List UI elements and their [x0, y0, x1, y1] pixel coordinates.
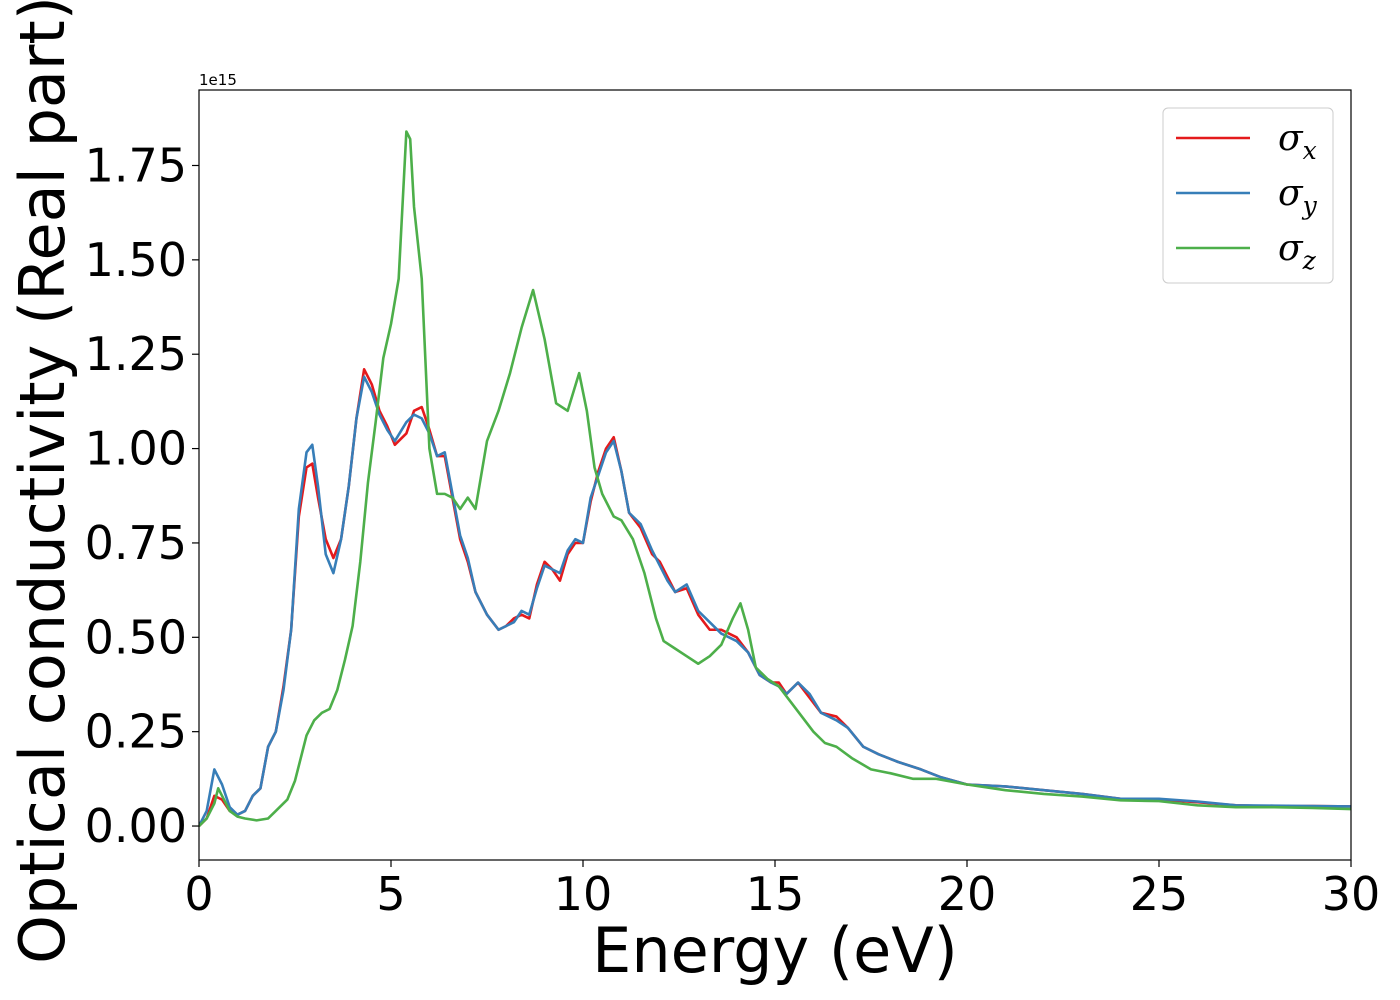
y-tick-label: 0.00 [85, 799, 187, 853]
series-layer [199, 130, 1351, 827]
legend-box [1162, 107, 1334, 284]
y-tick-label: 1.00 [85, 422, 187, 476]
y-tick-label: 0.25 [85, 705, 187, 759]
legend: σx σy σz [1162, 107, 1334, 284]
y-tick-label: 0.50 [85, 610, 187, 664]
series-line-sigma-y [199, 375, 1351, 827]
x-tick-label: 0 [184, 867, 213, 921]
legend-label-sigma-y: σy [1278, 173, 1318, 220]
legend-label-sigma-x: σx [1278, 118, 1317, 165]
series-line-sigma-x [199, 368, 1351, 827]
ticks-layer: 0 5 10 15 20 25 30 0.00 0.25 0.50 0.75 1.00 1.25 1.50… [85, 138, 1381, 921]
y-multiplier-label: 1e15 [199, 71, 237, 89]
y-tick-label: 1.50 [85, 233, 187, 287]
x-tick-label: 5 [376, 867, 405, 921]
x-tick-label: 25 [1130, 867, 1189, 921]
x-tick-label: 10 [554, 867, 613, 921]
y-tick-label: 1.75 [85, 138, 187, 192]
x-tick-label: 20 [938, 867, 997, 921]
x-axis-label: Energy (eV) [592, 914, 958, 987]
y-tick-label: 0.75 [85, 516, 187, 570]
series-line-sigma-z [199, 130, 1351, 827]
y-tick-label: 1.25 [85, 327, 187, 381]
y-axis-label: Optical conductivity (Real part) [6, 0, 79, 964]
x-tick-label: 30 [1322, 867, 1381, 921]
legend-label-sigma-z: σz [1278, 228, 1317, 275]
x-tick-label: 15 [746, 867, 805, 921]
